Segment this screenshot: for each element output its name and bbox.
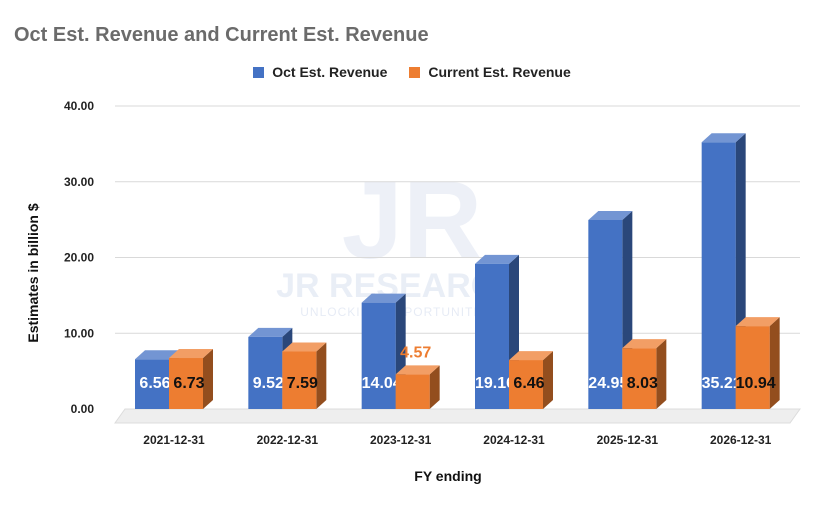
bars: 6.56 6.73 9.52 7.59 14.04 4.57 19.166.46 24.958… xyxy=(135,133,780,410)
bar-side xyxy=(203,349,213,409)
chart-floor-plane xyxy=(114,408,801,424)
bar-side xyxy=(543,351,553,409)
bar-top xyxy=(135,350,179,360)
x-tick-label: 2022-12-31 xyxy=(257,433,319,447)
bar-top xyxy=(248,327,293,337)
bar-top xyxy=(735,317,780,327)
bar xyxy=(169,358,203,409)
data-label: 10.94 xyxy=(736,375,776,392)
legend-swatch-oct xyxy=(253,66,265,78)
bar-side xyxy=(656,339,667,409)
bar xyxy=(735,326,770,409)
bar xyxy=(135,359,169,409)
bar-side xyxy=(769,317,780,409)
y-axis-ticks: 0.00 10.00 20.00 30.00 40.00 xyxy=(64,99,94,416)
y-tick-label: 20.00 xyxy=(64,251,94,265)
data-label: 24.95 xyxy=(588,375,628,392)
legend-item-oct: Oct Est. Revenue xyxy=(253,64,387,80)
legend-label-oct: Oct Est. Revenue xyxy=(272,64,388,80)
bar xyxy=(395,374,430,409)
data-label: 19.16 xyxy=(475,375,515,392)
bar xyxy=(361,302,396,409)
y-tick-label: 40.00 xyxy=(64,99,94,113)
bar-top xyxy=(509,351,553,361)
data-label: 8.03 xyxy=(627,375,658,392)
x-axis-ticks: 2021-12-31 2022-12-31 2023-12-31 2024-12-31… xyxy=(143,433,771,447)
bar xyxy=(701,142,736,410)
bar-side xyxy=(316,342,327,409)
legend: Oct Est. Revenue Current Est. Revenue xyxy=(0,64,824,80)
bar-top xyxy=(169,349,213,359)
watermark-logo: JR xyxy=(342,159,483,282)
bar-top xyxy=(282,342,327,352)
bar xyxy=(248,336,283,409)
legend-item-current: Current Est. Revenue xyxy=(409,64,571,80)
bar xyxy=(588,220,623,409)
bar-top xyxy=(395,365,440,375)
data-label: 6.73 xyxy=(173,375,204,392)
legend-swatch-current xyxy=(409,66,421,78)
x-tick-label: 2025-12-31 xyxy=(597,433,659,447)
x-tick-label: 2024-12-31 xyxy=(483,433,545,447)
y-tick-label: 10.00 xyxy=(64,326,94,340)
x-tick-label: 2026-12-31 xyxy=(710,433,772,447)
bar-top xyxy=(701,133,746,143)
data-label: 14.04 xyxy=(362,375,402,392)
bar-top xyxy=(361,293,406,303)
bar xyxy=(509,360,543,409)
y-tick-label: 30.00 xyxy=(64,175,94,189)
chart-title: Oct Est. Revenue and Current Est. Revenu… xyxy=(14,24,429,46)
data-label: 7.59 xyxy=(287,375,318,392)
legend-label-current: Current Est. Revenue xyxy=(428,64,571,80)
data-label: 9.52 xyxy=(253,375,284,392)
data-label: 6.56 xyxy=(139,375,170,392)
y-tick-label: 0.00 xyxy=(71,402,95,416)
bar-side xyxy=(429,365,440,409)
bar-top xyxy=(588,211,633,221)
x-axis-title: FY ending xyxy=(414,468,481,484)
y-axis-title: Estimates in billion $ xyxy=(25,203,41,342)
data-label: 4.57 xyxy=(400,344,431,361)
bar xyxy=(475,263,509,409)
x-tick-label: 2021-12-31 xyxy=(143,433,205,447)
data-label: 6.46 xyxy=(513,375,544,392)
x-tick-label: 2023-12-31 xyxy=(370,433,432,447)
bar-top xyxy=(475,254,519,264)
bar-top xyxy=(622,339,667,349)
bar xyxy=(622,348,657,409)
bar xyxy=(282,351,317,409)
chart-floor xyxy=(114,408,801,424)
gridlines xyxy=(115,105,800,334)
data-label: 35.21 xyxy=(702,375,742,392)
